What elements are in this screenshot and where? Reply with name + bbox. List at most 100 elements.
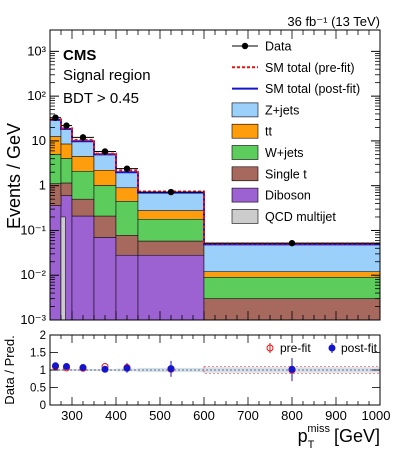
x-tick-label-3: 600 xyxy=(193,408,215,423)
data-point-3 xyxy=(101,148,109,155)
bar-diboson-3 xyxy=(93,237,117,321)
bar-single-t-3 xyxy=(93,215,117,238)
ratio-postfit-point-5 xyxy=(167,365,175,373)
x-label-main: p xyxy=(298,426,308,446)
y-tick-label-3: 1 xyxy=(39,178,46,193)
legend: Data SM total (pre-fit) SM total (post-fit… xyxy=(231,40,360,224)
ratio-y-axis-label: Data / Pred. xyxy=(2,335,17,404)
legend-w-jets-swatch xyxy=(231,145,259,160)
bar-z-jets-1 xyxy=(60,128,73,145)
legend-data-label: Data xyxy=(265,40,291,54)
ratio-y-tick-label-4: 2 xyxy=(40,330,46,342)
y-tick-label-4: 10 xyxy=(32,133,46,148)
bar-tt-2 xyxy=(71,156,95,172)
legend-tt-label: tt xyxy=(265,125,272,139)
bar-single-t-5 xyxy=(137,240,205,256)
ratio-y-tick-label-0: 0 xyxy=(40,400,46,412)
x-label-unit: [GeV] xyxy=(334,426,380,446)
x-label-sub: T xyxy=(308,439,315,451)
bar-diboson-4 xyxy=(115,254,139,321)
bar-z-jets-2 xyxy=(71,141,95,157)
ratio-postfit-point-2 xyxy=(79,364,87,372)
bar-w-jets-1 xyxy=(60,158,73,184)
bar-diboson-5 xyxy=(137,254,205,321)
bar-z-jets-3 xyxy=(93,154,117,171)
ratio-y-tick-label-3: 1.5 xyxy=(30,348,46,360)
ratio-legend-postfit-label: post-fit xyxy=(341,341,378,355)
data-point-4 xyxy=(123,165,131,172)
sm-total-prefit-line xyxy=(50,118,380,245)
main-axes: 10⁻³ 10⁻² 10⁻¹ 1 10 10² 10³ xyxy=(20,30,381,327)
bar-single-t-2 xyxy=(71,198,95,217)
bar-z-jets-5 xyxy=(137,192,205,211)
x-tick-label-6: 900 xyxy=(325,408,347,423)
y-tick-label-1: 10⁻² xyxy=(20,267,46,282)
x-tick-label-4: 700 xyxy=(237,408,259,423)
bar-z-jets-0 xyxy=(49,119,62,137)
ratio-legend: pre-fit post-fit xyxy=(266,341,378,355)
x-tick-label-5: 800 xyxy=(281,408,303,423)
main-plot: 10⁻³ 10⁻² 10⁻¹ 1 10 10² 10³ xyxy=(20,29,381,327)
ratio-y-tick-label-2: 1 xyxy=(40,365,46,377)
bar-diboson-0 xyxy=(49,205,62,321)
legend-data-marker xyxy=(241,42,249,50)
bar-qcd-multijet xyxy=(60,216,66,321)
legend-single-t-label: Single t xyxy=(265,167,307,181)
legend-qcd-multijet-label: QCD multijet xyxy=(265,210,336,224)
legend-sm-total-post-fit-label: SM total (post-fit) xyxy=(265,82,360,96)
data-point-6 xyxy=(288,239,296,247)
data-points xyxy=(50,114,380,247)
ratio-postfit-point-3 xyxy=(101,365,109,373)
bar-w-jets-2 xyxy=(71,171,95,200)
data-point-1 xyxy=(63,122,70,129)
ratio-axes: 0 0.5 1 1.5 2 300 400 500 600 700 800 900 1000 xyxy=(30,330,390,423)
bar-tt-6 xyxy=(203,271,381,278)
ratio-postfit-point-1 xyxy=(63,363,70,370)
legend-z-jets-swatch xyxy=(231,102,259,118)
y-tick-label-5: 10² xyxy=(27,88,46,103)
data-point-5 xyxy=(167,188,175,196)
ratio-postfit-point-4 xyxy=(123,364,131,372)
ratio-y-tick-label-1: 0.5 xyxy=(30,383,46,395)
ratio-legend-prefit-label: pre-fit xyxy=(280,341,311,355)
bar-w-jets-4 xyxy=(115,201,139,236)
bar-z-jets-4 xyxy=(115,171,139,189)
bar-w-jets-6 xyxy=(203,277,381,299)
bar-diboson-2 xyxy=(71,215,95,321)
legend-diboson-swatch xyxy=(231,187,259,203)
bar-tt-1 xyxy=(60,143,73,159)
y-tick-label-0: 10⁻³ xyxy=(20,312,46,327)
bar-tt-3 xyxy=(93,170,117,186)
bar-w-jets-5 xyxy=(137,218,205,242)
bar-single-t-4 xyxy=(115,235,139,256)
x-tick-label-1: 400 xyxy=(105,408,127,423)
legend-z-jets-label: Z+jets xyxy=(265,103,299,117)
lumi-label: 36 fb⁻¹ (13 TeV) xyxy=(287,14,380,29)
experiment-label: CMS xyxy=(63,47,96,64)
bar-tt-5 xyxy=(137,210,205,220)
bar-single-t-0 xyxy=(49,183,62,206)
y-axis-label: Events / GeV xyxy=(4,123,24,229)
ratio-postfit-point-0 xyxy=(52,362,59,370)
ratio-points xyxy=(52,358,296,382)
ratio-plot: 0 0.5 1 1.5 2 300 400 500 600 700 800 900 1000 xyxy=(30,330,390,423)
stacked-histogram xyxy=(49,119,381,321)
legend-w-jets-label: W+jets xyxy=(265,146,304,160)
x-tick-label-2: 500 xyxy=(149,408,171,423)
y-tick-label-2: 10⁻¹ xyxy=(20,222,46,237)
bar-w-jets-3 xyxy=(93,185,117,217)
legend-sm-total-pre-fit-label: SM total (pre-fit) xyxy=(265,61,355,75)
bar-single-t-1 xyxy=(60,182,73,196)
legend-tt-swatch xyxy=(231,123,259,139)
region-label: Signal region xyxy=(63,67,151,84)
bar-tt-4 xyxy=(115,187,139,202)
bar-z-jets-6 xyxy=(203,243,381,272)
ratio-postfit-point-6 xyxy=(288,365,296,373)
legend-diboson-label: Diboson xyxy=(265,189,311,203)
x-label-sup: miss xyxy=(307,423,330,435)
x-tick-label-7: 1000 xyxy=(362,408,391,423)
x-axis-label: pTmiss [GeV] xyxy=(298,423,380,451)
data-point-2 xyxy=(79,134,87,141)
legend-qcd-multijet-swatch xyxy=(231,209,259,224)
